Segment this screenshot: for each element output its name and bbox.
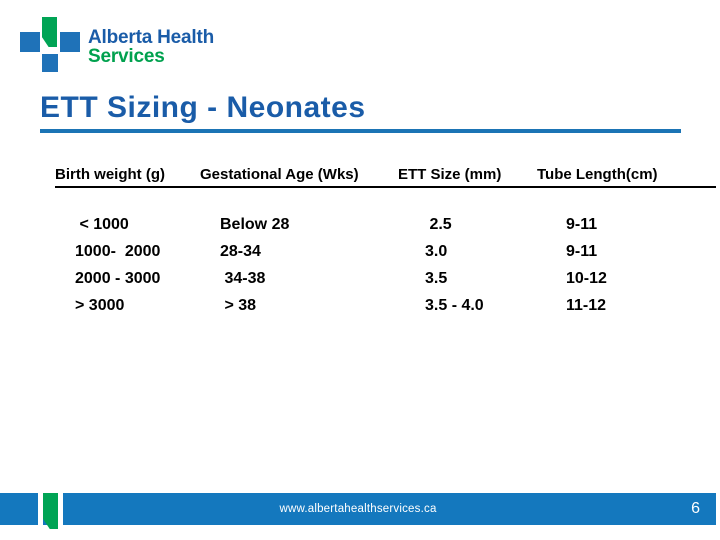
table-header-row: Birth weight (g) Gestational Age (Wks) E… — [55, 165, 716, 188]
table-cell: 3.5 — [425, 270, 448, 287]
ahs-logo-wordmark: Alberta Health Services — [88, 28, 214, 66]
table-cell: 3.0 — [425, 243, 448, 260]
table-cell: Below 28 — [220, 216, 290, 233]
logo-green-flag-icon — [42, 17, 57, 47]
table-cell: 1000- 2000 — [75, 243, 161, 260]
table-cell: 2000 - 3000 — [75, 270, 161, 287]
header-birth-weight: Birth weight (g) — [55, 166, 165, 183]
logo-text-line1: Alberta Health — [88, 27, 215, 48]
table-cell: 11-12 — [566, 297, 607, 314]
table-row: < 1000 Below 28 2.5 9-11 — [55, 211, 716, 238]
table-cell: 2.5 — [425, 216, 452, 233]
header-ett-size: ETT Size (mm) — [398, 166, 502, 183]
table-cell: > 3000 — [75, 297, 125, 314]
slide-title: ETT Sizing - Neonates — [40, 91, 366, 124]
title-underline — [40, 129, 681, 133]
logo-square-left — [20, 32, 40, 52]
header-tube-length: Tube Length(cm) — [537, 166, 658, 183]
footer-divider — [38, 493, 43, 525]
table-cell: 3.5 - 4.0 — [425, 297, 484, 314]
table-cell: 10-12 — [566, 270, 607, 287]
page-number: 6 — [691, 500, 700, 517]
table-cell: < 1000 — [75, 216, 129, 233]
ett-sizing-table: Birth weight (g) Gestational Age (Wks) E… — [55, 165, 716, 319]
footer-green-flag-icon — [43, 493, 58, 529]
footer-bar: www.albertahealthservices.ca 6 — [0, 493, 716, 525]
table-row: > 3000 > 38 3.5 - 4.0 11-12 — [55, 292, 716, 319]
ahs-logo-icon — [0, 0, 90, 80]
logo-square-right — [60, 32, 80, 52]
table-cell: > 38 — [220, 297, 257, 314]
logo-text-line2: Services — [88, 46, 165, 67]
table-cell: 34-38 — [220, 270, 266, 287]
header-gestational-age: Gestational Age (Wks) — [200, 166, 359, 183]
footer-divider — [58, 493, 63, 525]
table-cell: 28-34 — [220, 243, 261, 260]
logo-square-bottom — [42, 54, 58, 72]
footer-url: www.albertahealthservices.ca — [279, 503, 437, 515]
table-row: 1000- 2000 28-34 3.0 9-11 — [55, 238, 716, 265]
table-body: < 1000 Below 28 2.5 9-11 1000- 2000 28-3… — [55, 211, 716, 319]
table-cell: 9-11 — [566, 216, 598, 233]
table-row: 2000 - 3000 34-38 3.5 10-12 — [55, 265, 716, 292]
table-cell: 9-11 — [566, 243, 598, 260]
